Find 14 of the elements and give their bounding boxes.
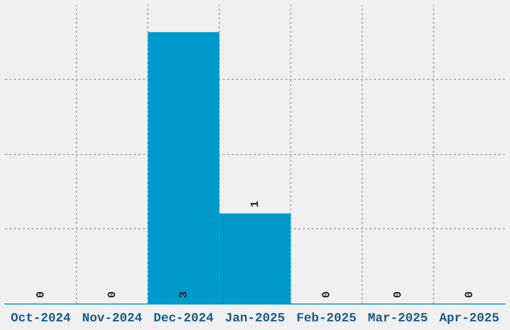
x-tick-label: Nov-2024 [82, 313, 142, 322]
data-label: 0 [322, 292, 330, 298]
x-tick-label: Mar-2025 [368, 313, 428, 322]
x-tick-label: Jan-2025 [226, 313, 284, 322]
data-label: 3 [179, 292, 187, 298]
data-label: 0 [464, 292, 472, 298]
data-label: 0 [36, 292, 44, 298]
data-label: 0 [393, 292, 401, 298]
data-label: 1 [250, 201, 258, 207]
x-tick-label: Oct-2024 [11, 313, 70, 322]
data-label: 0 [108, 292, 116, 298]
x-tick-label: Apr-2025 [439, 313, 499, 324]
x-tick-label: Feb-2025 [297, 312, 356, 322]
x-tick-label: Dec-2024 [154, 313, 214, 322]
